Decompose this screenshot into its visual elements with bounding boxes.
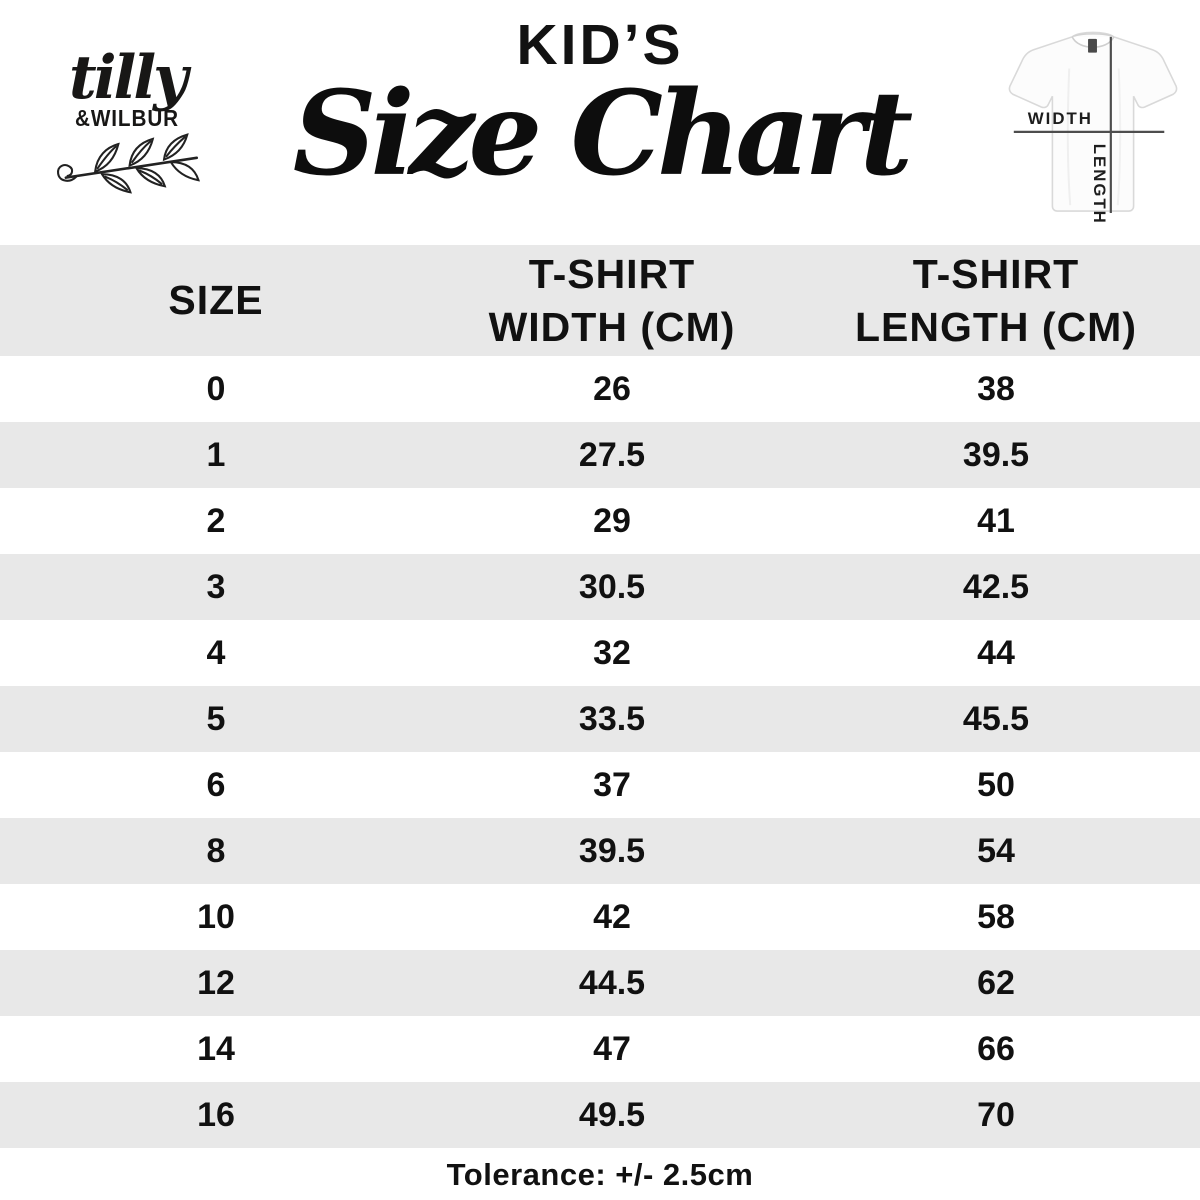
column-header-length: T-SHIRT LENGTH (CM) <box>854 251 1137 350</box>
laurel-branch-icon <box>42 132 212 199</box>
table-row: 2 29 41 <box>0 488 1200 554</box>
width-cell: 47 <box>593 1029 631 1068</box>
size-chart-table: SIZE T-SHIRT WIDTH (CM) T-SHIRT LENGTH (… <box>0 245 1200 1148</box>
length-cell: 70 <box>977 1095 1015 1134</box>
table-row: 3 30.5 42.5 <box>0 554 1200 620</box>
brand-name-caps: &WILBUR <box>74 105 180 131</box>
table-row: 10 42 58 <box>0 884 1200 950</box>
size-cell: 3 <box>206 567 226 606</box>
size-cell: 4 <box>206 633 226 672</box>
width-cell: 44.5 <box>578 963 646 1002</box>
size-cell: 14 <box>197 1029 235 1068</box>
tshirt-collar <box>1071 33 1115 38</box>
width-cell: 42 <box>593 897 631 936</box>
size-cell: 0 <box>206 369 226 408</box>
column-header-size: SIZE <box>168 277 264 324</box>
size-cell: 10 <box>197 897 235 936</box>
length-cell: 58 <box>977 897 1015 936</box>
tshirt-measurement-image: WIDTH LENGTH <box>994 6 1192 239</box>
brand-name-script: tilly <box>69 43 188 113</box>
page-title: KID’S Size Chart <box>0 12 1200 192</box>
table-row: 12 44.5 62 <box>0 950 1200 1016</box>
width-cell: 39.5 <box>578 831 646 870</box>
header-section: tilly &WILBUR KID’S Size Chart <box>0 0 1200 245</box>
width-cell: 30.5 <box>578 567 646 606</box>
length-cell: 39.5 <box>962 435 1030 474</box>
length-label: LENGTH <box>1090 144 1109 225</box>
table-row: 1 27.5 39.5 <box>0 422 1200 488</box>
length-cell: 62 <box>977 963 1015 1002</box>
width-cell: 49.5 <box>578 1095 646 1134</box>
length-cell: 66 <box>977 1029 1015 1068</box>
length-cell: 44 <box>977 633 1015 672</box>
table-row: 16 49.5 70 <box>0 1082 1200 1148</box>
size-table-header: SIZE T-SHIRT WIDTH (CM) T-SHIRT LENGTH (… <box>0 245 1200 356</box>
table-row: 6 37 50 <box>0 752 1200 818</box>
length-cell: 45.5 <box>962 699 1030 738</box>
brand-logo: tilly &WILBUR <box>42 43 212 199</box>
size-cell: 1 <box>206 435 226 474</box>
tolerance-note: Tolerance: +/- 2.5cm <box>446 1157 754 1192</box>
length-cell: 42.5 <box>962 567 1030 606</box>
table-row: 14 47 66 <box>0 1016 1200 1082</box>
length-cell: 50 <box>977 765 1015 804</box>
size-cell: 5 <box>206 699 226 738</box>
width-label: WIDTH <box>1028 109 1093 128</box>
size-cell: 16 <box>197 1095 235 1134</box>
table-row: 0 26 38 <box>0 356 1200 422</box>
width-cell: 33.5 <box>578 699 646 738</box>
length-cell: 38 <box>977 369 1015 408</box>
width-cell: 26 <box>593 369 631 408</box>
table-row: 8 39.5 54 <box>0 818 1200 884</box>
table-row: 4 32 44 <box>0 620 1200 686</box>
tshirt-neck-tag <box>1088 38 1097 53</box>
title-kicker: KID’S <box>516 13 684 77</box>
tshirt-body <box>1008 31 1178 212</box>
table-row: 5 33.5 45.5 <box>0 686 1200 752</box>
title-main: Size Chart <box>292 66 913 202</box>
width-cell: 29 <box>593 501 631 540</box>
size-cell: 12 <box>197 963 235 1002</box>
width-cell: 27.5 <box>578 435 646 474</box>
length-cell: 41 <box>977 501 1015 540</box>
width-cell: 37 <box>593 765 631 804</box>
size-cell: 6 <box>206 765 226 804</box>
size-cell: 8 <box>206 831 226 870</box>
width-cell: 32 <box>593 633 631 672</box>
column-header-width: T-SHIRT WIDTH (CM) <box>488 251 736 350</box>
size-cell: 2 <box>206 501 226 540</box>
length-cell: 54 <box>977 831 1015 870</box>
size-table-body: 0 26 38 1 27.5 39.5 2 29 41 3 30.5 42.5 … <box>0 356 1200 1148</box>
